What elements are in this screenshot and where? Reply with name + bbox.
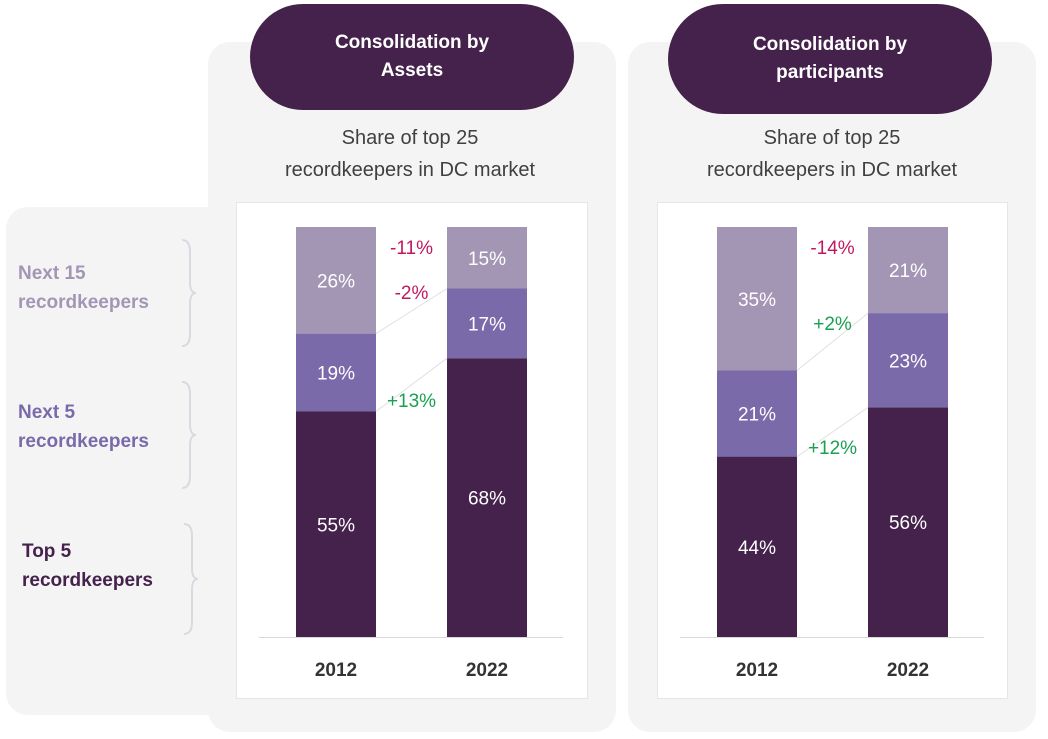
- participants-header-pill: Consolidation by participants: [668, 4, 992, 114]
- legend-item-next5: Next 5 recordkeepers: [18, 398, 149, 456]
- assets-bar-top5-2012: [296, 411, 376, 637]
- participants-data-label-top5-2012: 44%: [738, 538, 776, 559]
- participants-data-label-next15-2012: 35%: [738, 290, 776, 311]
- participants-title-line1: Share of top 25: [763, 127, 901, 149]
- assets-change-label-next5: -2%: [395, 283, 429, 304]
- participants-chart: 44% 21% 35% 2012 56% 23% 21% 2022 -14% +2% +12%: [657, 202, 1008, 699]
- participants-tick-label-2022: 2022: [887, 660, 929, 681]
- legend-panel: [6, 207, 236, 715]
- assets-chart: 55% 19% 26% 2012 68% 17% 15% 2022 -11% -2% +13%: [236, 202, 588, 699]
- participants-change-label-next15: -14%: [810, 238, 854, 259]
- assets-bar-next5-2022: [447, 288, 527, 359]
- assets-change-label-next15: -11%: [390, 238, 433, 259]
- assets-header-line2: Assets: [380, 60, 444, 81]
- participants-header-line1: Consolidation by: [752, 34, 908, 55]
- assets-chart-title: Share of top 25 recordkeepers in DC mark…: [240, 122, 580, 186]
- participants-data-label-top5-2022: 56%: [889, 513, 927, 534]
- brace-icon-top5: [183, 523, 199, 635]
- participants-bar-top5-2012: [717, 456, 797, 637]
- legend-label-next15-line2: recordkeepers: [18, 292, 149, 313]
- assets-tick-label-2022: 2022: [466, 660, 508, 681]
- assets-bar-top5-2022: [447, 358, 527, 637]
- participants-bar-next15-2022: [868, 227, 948, 314]
- participants-chart-title: Share of top 25 recordkeepers in DC mark…: [662, 122, 1002, 186]
- assets-connector-next5: [375, 288, 448, 335]
- legend-label-top5-line2: recordkeepers: [22, 570, 153, 591]
- assets-bar-next15-2022: [447, 227, 527, 289]
- assets-title-line2: recordkeepers in DC market: [284, 159, 536, 181]
- assets-bar-next15-2012: [296, 227, 376, 334]
- assets-data-label-top5-2012: 55%: [317, 515, 355, 536]
- assets-data-label-next15-2022: 15%: [468, 249, 506, 270]
- assets-connector-top5: [375, 357, 448, 412]
- legend-item-top5: Top 5 recordkeepers: [22, 537, 153, 595]
- legend-label-next15-line1: Next 15: [18, 263, 86, 284]
- assets-data-label-next5-2012: 19%: [317, 364, 355, 385]
- legend-label-top5-line1: Top 5: [22, 541, 72, 562]
- assets-change-label-top5: +13%: [387, 391, 436, 412]
- legend-item-next15: Next 15 recordkeepers: [18, 259, 149, 317]
- assets-data-label-next15-2012: 26%: [317, 271, 355, 292]
- participants-bar-next5-2022: [868, 313, 948, 408]
- participants-header-line2: participants: [776, 62, 884, 83]
- participants-change-label-top5: +12%: [808, 438, 857, 459]
- participants-bar-next15-2012: [717, 227, 797, 371]
- participants-title-line2: recordkeepers in DC market: [706, 159, 958, 181]
- assets-chart-svg: 55% 19% 26% 2012 68% 17% 15% 2022 -11% -2% +13%: [259, 227, 563, 681]
- assets-title-line1: Share of top 25: [341, 127, 479, 149]
- participants-bar-top5-2022: [868, 407, 948, 637]
- assets-tick-label-2012: 2012: [315, 660, 357, 681]
- participants-data-label-next5-2012: 21%: [738, 405, 776, 426]
- assets-header-pill: Consolidation by Assets: [250, 4, 574, 110]
- assets-bar-next5-2012: [296, 333, 376, 412]
- participants-connector-next5: [796, 312, 869, 371]
- participants-bar-next5-2012: [717, 370, 797, 457]
- participants-connector-top5: [796, 406, 869, 458]
- assets-header-line1: Consolidation by: [334, 32, 490, 53]
- assets-data-label-next5-2022: 17%: [468, 314, 506, 335]
- participants-tick-label-2012: 2012: [736, 660, 778, 681]
- legend-label-next5-line1: Next 5: [18, 402, 76, 423]
- brace-icon-next5: [181, 381, 197, 489]
- participants-data-label-next5-2022: 23%: [889, 351, 927, 372]
- participants-chart-svg: 44% 21% 35% 2012 56% 23% 21% 2022 -14% +2% +12%: [680, 227, 984, 681]
- participants-change-label-next5: +2%: [813, 314, 852, 335]
- legend-label-next5-line2: recordkeepers: [18, 431, 149, 452]
- participants-data-label-next15-2022: 21%: [889, 261, 927, 282]
- assets-data-label-top5-2022: 68%: [468, 489, 506, 510]
- brace-icon-next15: [181, 239, 197, 347]
